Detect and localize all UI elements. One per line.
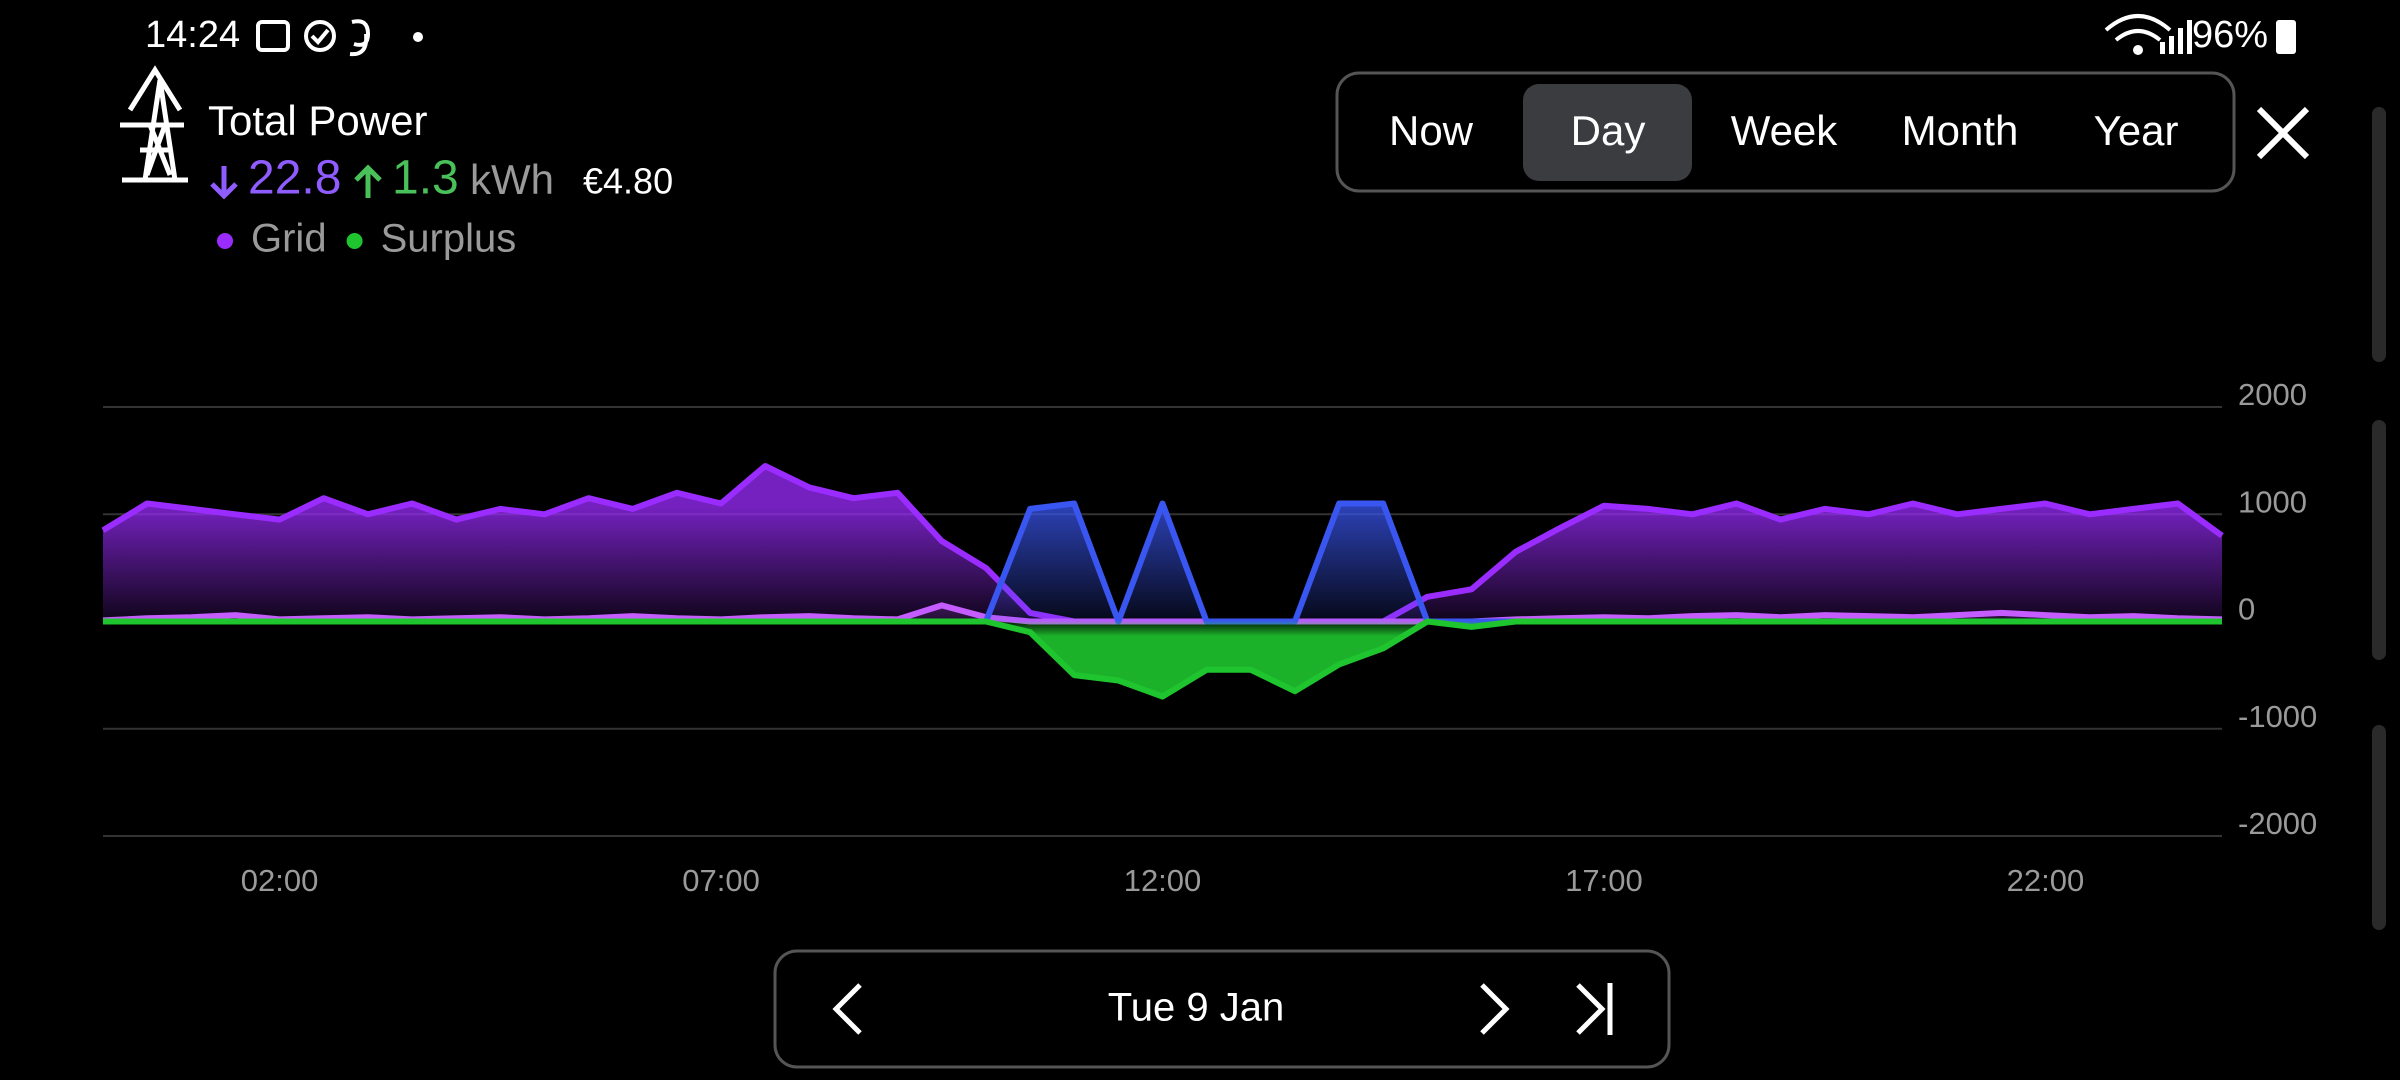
x-tick-label: 12:00	[1124, 863, 1202, 898]
x-tick-label: 22:00	[2007, 863, 2085, 898]
status-icons	[256, 19, 423, 57]
legend-label: Grid	[251, 217, 327, 261]
next-button[interactable]	[1480, 983, 1510, 1035]
cost: €4.80	[583, 161, 673, 202]
y-tick-label: 0	[2238, 592, 2255, 627]
date-nav	[773, 949, 1671, 1069]
y-tick-label: -2000	[2238, 806, 2317, 841]
import-arrow	[210, 166, 238, 200]
legend-dot	[346, 233, 363, 249]
status-time: 14:24	[145, 14, 240, 56]
y-tick-label: 2000	[2238, 377, 2307, 412]
series-area	[103, 503, 2222, 622]
import-value: 22.8	[248, 152, 341, 205]
prev-button[interactable]	[832, 983, 862, 1035]
tab-bar	[1335, 71, 2236, 193]
x-tick-label: 17:00	[1565, 863, 1643, 898]
y-tick-label: 1000	[2238, 484, 2307, 519]
export-arrow	[354, 164, 382, 198]
tabs: Now Day Week Month Year	[1389, 107, 2178, 154]
tab[interactable]: Week	[1731, 107, 1839, 154]
x-tick-label: 02:00	[241, 863, 319, 898]
series-area	[103, 621, 2222, 697]
tab[interactable]: Day	[1571, 107, 1646, 154]
series-line	[103, 618, 2222, 700]
y-tick-label: -1000	[2238, 699, 2317, 734]
series-area	[103, 466, 2222, 622]
tab[interactable]: Year	[2094, 107, 2179, 154]
tab[interactable]: Month	[1902, 107, 2019, 154]
energy-unit: kWh	[470, 156, 554, 203]
export-value: 1.3	[392, 152, 459, 205]
tab-selected-bg	[1523, 84, 1692, 181]
status-battery: 96%	[2192, 14, 2268, 56]
header-title: Total Power	[208, 97, 427, 144]
tab[interactable]: Now	[1389, 107, 1474, 154]
legend: Grid Surplus	[217, 217, 516, 261]
power-icon	[120, 65, 188, 183]
close-button[interactable]	[2256, 106, 2310, 160]
date-label: Tue 9 Jan	[1108, 986, 1284, 1030]
chart: 2000 1000 0 -1000 -2000 02:00 07:00 12:00 17:00 2…	[101, 377, 2317, 898]
status-right-icons	[2104, 14, 2296, 55]
last-button[interactable]	[1576, 983, 1613, 1035]
scrollbar	[2372, 107, 2386, 930]
legend-label: Surplus	[381, 217, 517, 261]
legend-dot	[217, 233, 233, 249]
x-tick-label: 07:00	[682, 863, 760, 898]
